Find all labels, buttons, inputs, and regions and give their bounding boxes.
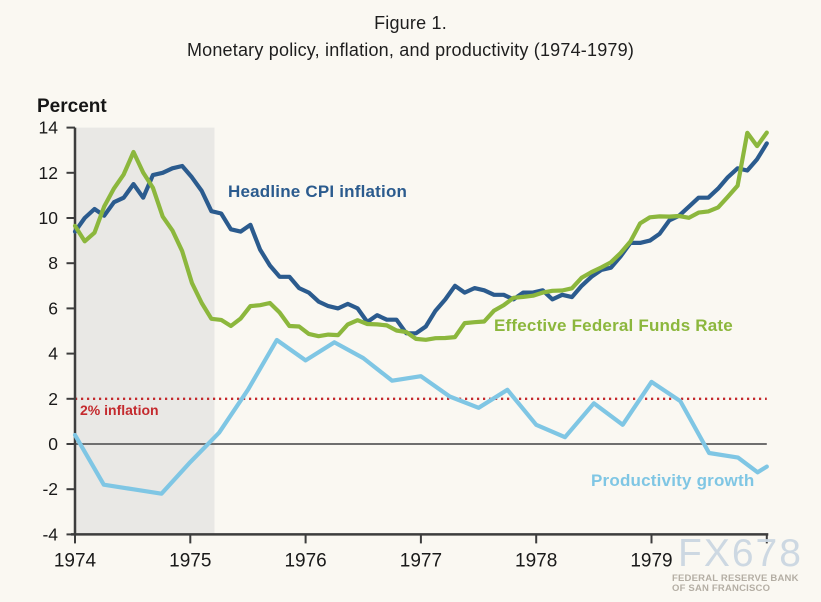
series-line-cpi [72,141,769,336]
series-label-cpi: Headline CPI inflation [228,182,408,201]
y-tick-label: 0 [48,434,58,454]
figure-subtitle: Monetary policy, inflation, and producti… [186,40,635,60]
x-tick-label: 1975 [169,550,211,571]
series-label-ffr: Effective Federal Funds Rate [494,316,733,335]
figure-title: Figure 1. [374,13,447,33]
y-tick-label: 4 [48,344,58,364]
series-line-ffr [72,130,769,342]
y-tick-label: 14 [39,118,59,138]
watermark-org-line1: FEDERAL RESERVE BANK [672,573,799,584]
y-tick-label: 10 [39,208,59,228]
y-tick-label: -2 [42,479,58,499]
series-label-productivity: Productivity growth [591,471,755,490]
x-tick-label: 1978 [515,550,557,571]
watermark-organization: FEDERAL RESERVE BANK OF SAN FRANCISCO [672,574,799,593]
y-tick-label: 2 [48,389,58,409]
watermark-brand-fx678: FX678 [678,532,803,575]
x-tick-label: 1976 [284,550,326,571]
y-tick-label: -4 [42,524,58,544]
x-tick-label: 1974 [54,550,97,571]
y-tick-label: 8 [48,253,58,273]
series-line-productivity [72,337,769,496]
x-tick-label: 1977 [400,550,442,571]
inflation-target-label: 2% inflation [80,402,159,418]
y-tick-label: 6 [48,298,58,318]
x-tick-label: 1979 [630,550,672,571]
watermark-org-line2: OF SAN FRANCISCO [672,582,771,594]
y-tick-label: 12 [39,163,58,183]
y-axis-unit-label: Percent [37,96,107,117]
